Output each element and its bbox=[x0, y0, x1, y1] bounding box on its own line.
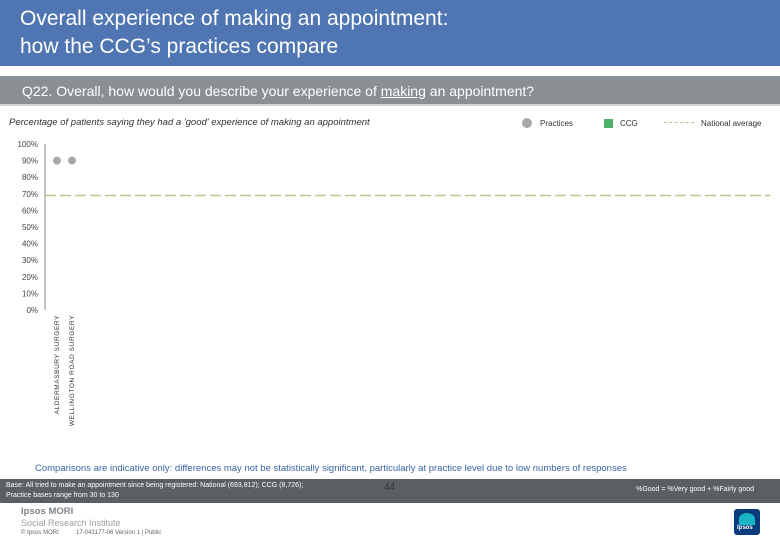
legend-ccg-label: CCG bbox=[620, 119, 638, 128]
ccg-marker-icon bbox=[604, 119, 613, 128]
base-text: Base: All tried to make an appointment s… bbox=[6, 481, 386, 501]
brand-name: Ipsos MORI bbox=[21, 506, 74, 517]
category-label: ALDERMASBURY SURGERY bbox=[54, 315, 61, 414]
page-title-line-2: how the CCG’s practices compare bbox=[20, 35, 339, 58]
page-number: 44 bbox=[384, 482, 396, 493]
page-title-line-1: Overall experience of making an appointm… bbox=[20, 7, 449, 30]
base-line-2: Practice bases range from 30 to 130 bbox=[6, 492, 119, 499]
national-line-icon bbox=[664, 122, 694, 123]
brand-subtitle: Social Research Institute bbox=[21, 518, 121, 528]
chart-subtitle: Percentage of patients saying they had a… bbox=[9, 117, 370, 128]
question-underlined: making bbox=[380, 83, 426, 99]
legend-practices-label: Practices bbox=[540, 119, 573, 128]
category-label: WELLINGTON ROAD SURGERY bbox=[69, 315, 76, 426]
practice-point bbox=[68, 156, 76, 165]
good-definition: %Good = %Very good + %Fairly good bbox=[636, 486, 754, 493]
question-prefix: Q22. Overall, how would you describe you… bbox=[22, 83, 381, 99]
logo-label: Ipsos bbox=[737, 525, 753, 531]
question-text: Q22. Overall, how would you describe you… bbox=[22, 83, 534, 99]
y-tick-label: 40% bbox=[22, 240, 38, 249]
y-tick-label: 100% bbox=[18, 140, 38, 149]
practice-point bbox=[53, 156, 61, 165]
y-tick-label: 20% bbox=[22, 273, 38, 282]
comparisons-note: Comparisons are indicative only: differe… bbox=[35, 463, 627, 474]
y-tick-label: 60% bbox=[22, 206, 38, 215]
logo-arc-icon bbox=[739, 513, 755, 525]
question-suffix: an appointment? bbox=[425, 83, 535, 99]
job-reference: 17-043177-06 Version 1 | Public bbox=[76, 530, 162, 536]
y-tick-label: 30% bbox=[22, 256, 38, 265]
base-line-1: Base: All tried to make an appointment s… bbox=[6, 482, 304, 489]
practices-marker-icon bbox=[522, 118, 532, 128]
chart-plot: 0% 10% 20% 30% 40% 50% 60% 70% 80% 90% 100% ALDERMA… bbox=[18, 140, 770, 426]
ipsos-logo-icon: Ipsos bbox=[734, 509, 760, 535]
y-tick-label: 70% bbox=[22, 190, 38, 199]
copyright: © Ipsos MORI bbox=[21, 530, 59, 536]
title-bar: Overall experience of making an appointm… bbox=[0, 0, 780, 66]
y-tick-label: 80% bbox=[22, 173, 38, 182]
y-tick-label: 0% bbox=[26, 306, 38, 315]
legend-national-label: National average bbox=[701, 119, 762, 128]
y-tick-label: 50% bbox=[22, 223, 38, 232]
y-tick-label: 10% bbox=[22, 289, 38, 298]
footer-bar: Base: All tried to make an appointment s… bbox=[0, 479, 780, 503]
y-tick-label: 90% bbox=[22, 157, 38, 166]
question-bar: Q22. Overall, how would you describe you… bbox=[0, 76, 780, 106]
